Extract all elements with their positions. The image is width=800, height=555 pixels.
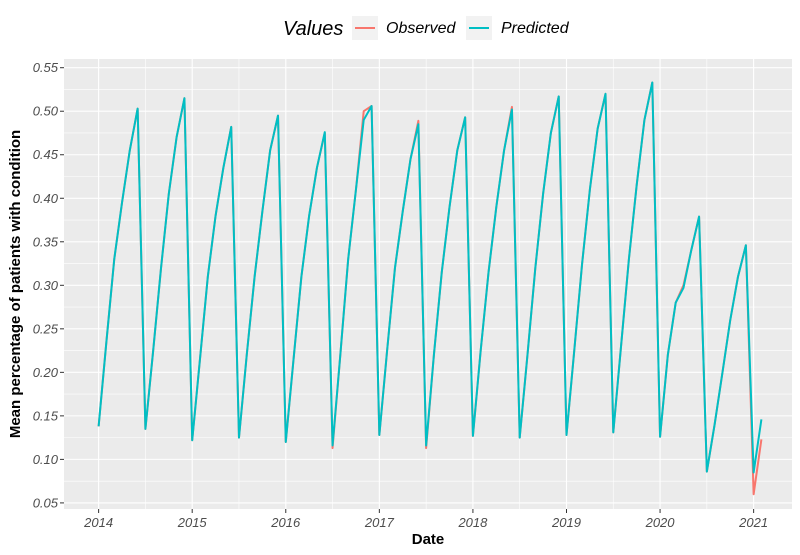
y-tick-label: 0.25 [33,321,59,336]
x-axis: 2014 2015 2016 2017 2018 2019 2020 2021 [83,509,768,530]
x-tick-label: 2020 [645,515,676,530]
y-tick-label: 0.05 [33,495,59,510]
y-axis-title: Mean percentage of patients with conditi… [7,130,24,438]
series-lines [97,81,763,496]
legend-label-observed: Observed [386,20,456,37]
legend: Values Observed Predicted [283,16,570,40]
y-tick-label: 0.30 [33,278,59,293]
y-tick-label: 0.45 [33,147,59,162]
x-axis-title: Date [412,531,445,548]
y-tick-label: 0.55 [33,60,59,75]
y-axis: 0.05 0.10 0.15 0.20 0.25 0.30 0.35 0.40 0.45 0.50… [33,60,64,510]
y-tick-label: 0.35 [33,234,59,249]
x-tick-label: 2016 [270,515,301,530]
y-tick-label: 0.15 [33,408,59,423]
x-tick-label: 2015 [177,515,208,530]
x-tick-label: 2021 [738,515,768,530]
x-tick-label: 2017 [364,515,395,530]
x-tick-label: 2019 [551,515,581,530]
y-tick-label: 0.50 [33,104,59,119]
y-tick-label: 0.40 [33,191,59,206]
y-tick-label: 0.10 [33,452,59,467]
x-tick-label: 2014 [83,515,113,530]
legend-label-predicted: Predicted [501,20,570,37]
series-line-predicted [97,81,763,474]
legend-title: Values [283,18,343,40]
y-tick-label: 0.20 [33,365,59,380]
x-tick-label: 2018 [457,515,488,530]
